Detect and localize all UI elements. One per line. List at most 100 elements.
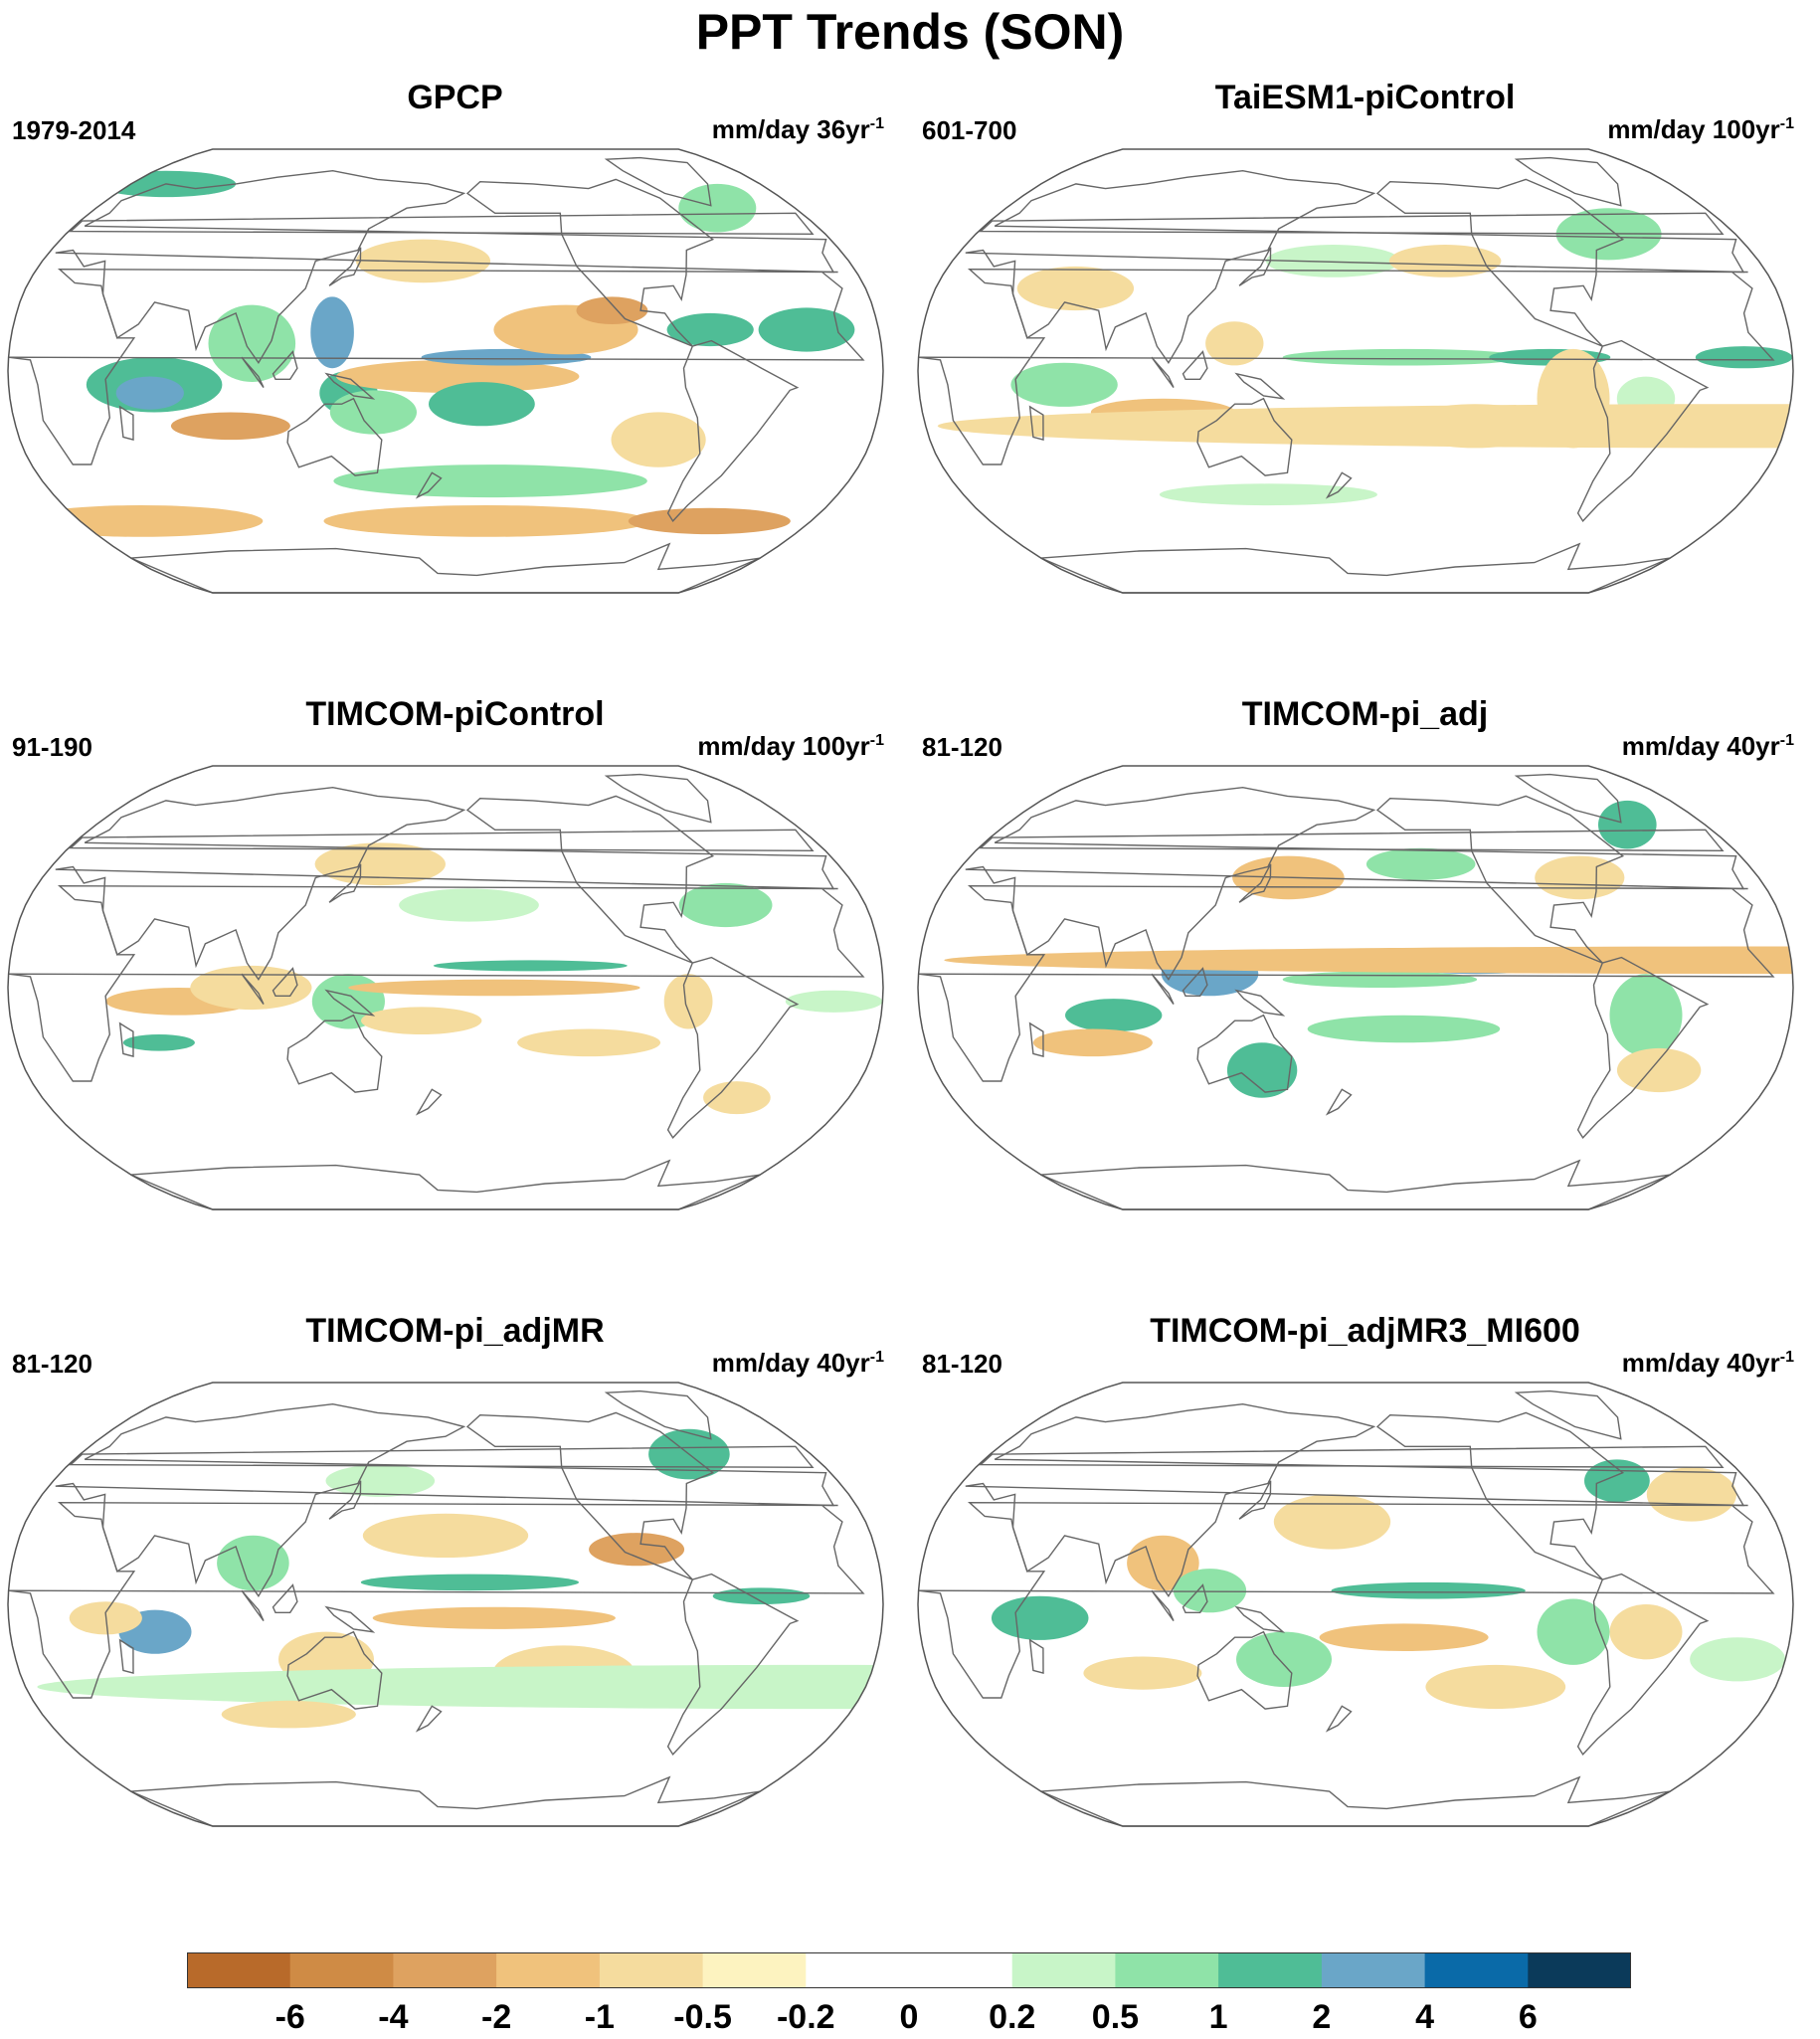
coastline [1151,973,1175,1006]
coastline [1234,372,1286,400]
precip-anomaly-area [399,888,539,922]
coastline [1040,1775,1671,1827]
coastline [69,212,815,236]
precip-anomaly-area [1282,971,1478,988]
coastline [1514,1390,1622,1440]
colorbar-frame [187,1952,1631,1988]
colorbar-swatch [1218,1952,1323,1988]
coastline [328,247,362,286]
coastline [1238,247,1272,286]
panel-title: TIMCOM-pi_adjMR3_MI600 [1150,1312,1580,1350]
precip-anomaly-area [1598,800,1657,849]
coastline [272,1583,298,1613]
coastline [69,1445,815,1469]
precip-anomaly-area [1537,1598,1610,1665]
colorbar-swatch [702,1952,807,1988]
precip-anomaly-area [1083,1656,1202,1690]
colorbar-tick-label: -0.5 [673,1998,732,2036]
coastline [965,786,1745,981]
colorbar-swatch [1424,1952,1529,1988]
panel-period: 91-190 [12,732,92,762]
precip-anomaly-area [348,979,640,997]
coastline [286,397,383,476]
map-border [917,148,1794,594]
robinson-map [917,148,1794,594]
figure-title: PPT Trends (SON) [695,4,1125,60]
precip-anomaly-area [314,842,446,886]
precip-anomaly-area [433,960,628,972]
coastline [1238,863,1272,903]
robinson-map [917,1382,1794,1827]
precip-anomaly-area [1695,346,1793,369]
precip-anomaly-area [355,239,491,283]
precip-anomaly-area [217,1535,289,1591]
coastline [1028,1638,1044,1675]
coastline [69,829,815,852]
precip-anomaly-area [1331,1581,1526,1599]
coastline [415,1705,443,1733]
coastline [1196,397,1293,476]
panel-title: TIMCOM-pi_adjMR [305,1312,605,1350]
coastline [979,829,1725,852]
precip-anomaly-area [372,1606,616,1629]
precip-anomaly-area [362,1513,529,1558]
coastline [118,1638,134,1675]
panel-title: TIMCOM-pi_adj [1241,695,1489,733]
map-border [917,765,1794,1210]
map-panel-gpcp: GPCP 1979-2014 mm/day 36yr-1 [0,78,910,694]
coastline [965,1402,1745,1597]
precip-anomaly-area [325,1464,436,1497]
colorbar-tick-label: 0.2 [989,1998,1036,2036]
precip-anomaly-area [329,390,417,435]
coastline [55,786,835,981]
precip-anomaly-area [1388,245,1502,278]
coastline [118,1021,134,1058]
precip-anomaly-area [937,404,1793,449]
coastline [979,1445,1725,1469]
panel-period: 81-120 [12,1349,92,1379]
precip-anomaly-area [628,507,791,535]
coastline [55,1402,835,1597]
coastline [604,1390,712,1440]
precip-anomaly-area [785,990,883,1013]
precip-anomaly-area [361,1007,482,1034]
colorbar-tick-label: -6 [274,1998,305,2036]
precip-anomaly-area [758,307,855,352]
precip-anomaly-area [663,974,713,1029]
map-panel-timcom-picontrol: TIMCOM-piControl 91-190 mm/day 100yr-1 [0,694,910,1311]
precip-anomaly-area [666,312,754,347]
colorbar-tick-label: 0 [899,1998,919,2036]
coastline [1196,1014,1293,1093]
precip-anomaly-area [1226,1042,1298,1098]
coastline [286,1630,383,1710]
coastline [666,1573,800,1757]
precip-anomaly-area [1616,1047,1702,1093]
coastline [1028,405,1044,442]
coastline [918,1501,1775,1699]
colorbar-swatch [393,1952,497,1988]
precip-anomaly-area [19,505,264,537]
trend-field [37,1428,883,1729]
colorbar-tick-label: -1 [584,1998,615,2036]
coastline [1151,356,1175,389]
precip-anomaly-area [678,882,773,928]
precip-anomaly-area [611,412,706,467]
colorbar-tick-label: -2 [481,1998,512,2036]
coastline [604,773,712,824]
robinson-map [7,148,884,594]
robinson-map [7,1382,884,1827]
precip-anomaly-area [115,376,184,410]
panel-units: mm/day 40yr-1 [1621,1348,1794,1378]
coastline [1151,1589,1175,1622]
panel-title: GPCP [407,79,503,116]
coastline [1576,1573,1710,1757]
precip-anomaly-area [37,1664,883,1710]
coastline [324,372,376,400]
coastline [1325,471,1353,499]
panel-period: 601-700 [922,115,1017,145]
precip-anomaly-area [576,296,648,324]
colorbar-swatch [289,1952,394,1988]
coastline [1028,1021,1044,1058]
precip-anomaly-area [1535,855,1625,900]
precip-anomaly-area [1584,1459,1650,1503]
